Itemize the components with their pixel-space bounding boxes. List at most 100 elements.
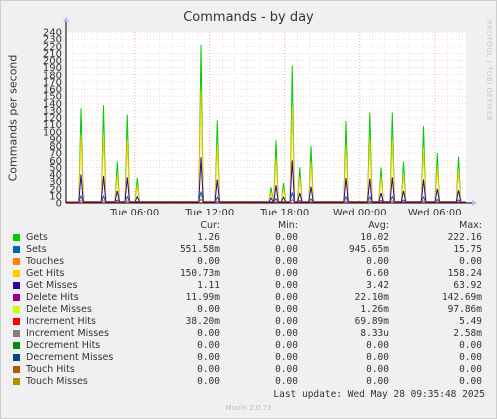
munin-version: Munin 2.0.73	[225, 404, 272, 412]
x-tick-label: Wed 06:00	[408, 208, 462, 215]
legend-swatch	[13, 246, 20, 253]
legend-swatch	[13, 306, 20, 313]
legend-max-value: 63.92	[453, 280, 482, 291]
x-tick-label: Tue 18:00	[259, 208, 309, 215]
legend-series-name: Increment Hits	[26, 316, 96, 327]
legend-max-value: 0.00	[459, 256, 482, 267]
legend-swatch	[13, 342, 20, 349]
series-line-get-misses	[65, 157, 467, 203]
legend-row: Delete Misses 0.00 0.00 1.26m 97.86m	[10, 304, 490, 316]
legend-swatch	[13, 378, 20, 385]
legend-series-name: Get Hits	[26, 268, 65, 279]
legend-max-value: 5.49	[459, 316, 482, 327]
legend-row: Increment Hits 38.20m 0.00 69.89m 5.49	[10, 316, 490, 328]
legend-max-value: 0.00	[459, 364, 482, 375]
series-line-increment-hits	[65, 198, 467, 204]
header-cur: Cur:	[200, 220, 220, 231]
legend-series-name: Decrement Misses	[26, 352, 114, 363]
x-tick-label: Tue 06:00	[109, 208, 159, 215]
legend-cur-value: 0.00	[197, 352, 220, 363]
legend-swatch	[13, 234, 20, 241]
legend-min-value: 0.00	[275, 268, 298, 279]
legend-min-value: 0.00	[275, 328, 298, 339]
legend-cur-value: 551.58m	[179, 244, 220, 255]
y-tick-label: 160	[43, 85, 62, 96]
last-update: Last update: Wed May 28 09:35:48 2025	[273, 389, 485, 400]
legend-min-value: 0.00	[275, 340, 298, 351]
legend-max-value: 142.69m	[441, 292, 482, 303]
y-tick-label: 120	[43, 113, 62, 124]
y-tick-label: 210	[43, 49, 62, 60]
legend-rows: Gets 1.26 0.00 10.02 222.16 Sets 551.58m 0.00 94…	[10, 232, 490, 388]
legend-cur-value: 0.00	[197, 256, 220, 267]
legend-avg-value: 22.10m	[354, 292, 389, 303]
y-tick-label: 150	[43, 92, 62, 103]
legend-row: Sets 551.58m 0.00 945.65m 15.75	[10, 244, 490, 256]
legend-avg-value: 0.00	[366, 256, 389, 267]
legend-min-value: 0.00	[275, 352, 298, 363]
legend-cur-value: 11.99m	[185, 292, 220, 303]
y-tick-label: 70	[49, 149, 62, 160]
legend-series-name: Sets	[26, 244, 47, 255]
x-tick-label: Wed 00:00	[333, 208, 387, 215]
y-tick-label: 240	[43, 28, 62, 39]
legend-row: Decrement Hits 0.00 0.00 0.00 0.00	[10, 340, 490, 352]
y-axis-arrow	[63, 17, 69, 22]
legend-avg-value: 3.42	[366, 280, 389, 291]
legend-swatch	[13, 294, 20, 301]
y-tick-label: 40	[49, 170, 62, 181]
legend-series-name: Delete Hits	[26, 292, 79, 303]
legend-series-name: Gets	[26, 232, 48, 243]
y-tick-label: 180	[43, 70, 62, 81]
y-tick-label: 30	[49, 177, 62, 188]
y-tick-label: 60	[49, 156, 62, 167]
y-tick-label: 170	[43, 77, 62, 88]
legend-swatch	[13, 318, 20, 325]
y-tick-label: 190	[43, 63, 62, 74]
legend-swatch	[13, 366, 20, 373]
series-line-get-hits	[65, 90, 467, 203]
legend-cur-value: 38.20m	[185, 316, 220, 327]
legend-row: Delete Hits 11.99m 0.00 22.10m 142.69m	[10, 292, 490, 304]
legend-swatch	[13, 282, 20, 289]
legend-cur-value: 1.26	[197, 232, 220, 243]
legend-cur-value: 0.00	[197, 328, 220, 339]
legend-swatch	[13, 354, 20, 361]
legend-row: Get Misses 1.11 0.00 3.42 63.92	[10, 280, 490, 292]
legend-avg-value: 0.00	[366, 352, 389, 363]
y-tick-label: 230	[43, 35, 62, 46]
y-tick-label: 200	[43, 56, 62, 67]
legend-series-name: Delete Misses	[26, 304, 92, 315]
legend-series-name: Get Misses	[26, 280, 78, 291]
series-line-sets	[65, 191, 467, 203]
legend-min-value: 0.00	[275, 256, 298, 267]
y-tick-label: 130	[43, 106, 62, 117]
legend-max-value: 2.58m	[453, 328, 482, 339]
legend-avg-value: 0.00	[366, 340, 389, 351]
legend-swatch	[13, 258, 20, 265]
legend-max-value: 0.00	[459, 340, 482, 351]
legend-max-value: 97.86m	[447, 304, 482, 315]
legend-cur-value: 0.00	[197, 376, 220, 387]
y-tick-label: 80	[49, 142, 62, 153]
legend-cur-value: 1.11	[197, 280, 220, 291]
y-tick-label: 10	[49, 191, 62, 202]
legend-max-value: 15.75	[453, 244, 482, 255]
legend-row: Decrement Misses 0.00 0.00 0.00 0.00	[10, 352, 490, 364]
header-max: Max:	[459, 220, 482, 231]
header-min: Min:	[277, 220, 298, 231]
header-avg: Avg:	[368, 220, 389, 231]
legend-row: Touches 0.00 0.00 0.00 0.00	[10, 256, 490, 268]
legend-avg-value: 1.26m	[360, 304, 389, 315]
legend-header-row: Cur: Min: Avg: Max:	[10, 220, 490, 232]
legend-avg-value: 0.00	[366, 364, 389, 375]
legend-cur-value: 150.73m	[179, 268, 220, 279]
series-line-gets	[65, 44, 467, 203]
legend-min-value: 0.00	[275, 364, 298, 375]
legend-row: Get Hits 150.73m 0.00 6.60 158.24	[10, 268, 490, 280]
legend-min-value: 0.00	[275, 280, 298, 291]
y-tick-label: 110	[43, 120, 62, 131]
legend-avg-value: 0.00	[366, 376, 389, 387]
y-tick-label: 20	[49, 184, 62, 195]
legend-avg-value: 6.60	[366, 268, 389, 279]
